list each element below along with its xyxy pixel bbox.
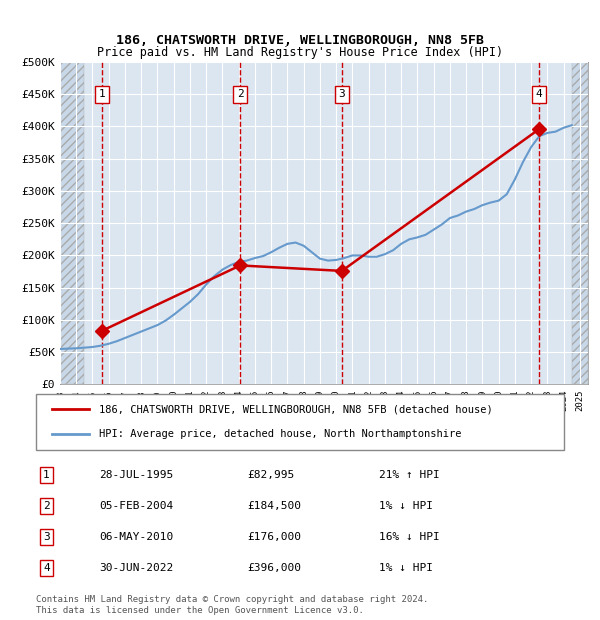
- Text: HPI: Average price, detached house, North Northamptonshire: HPI: Average price, detached house, Nort…: [100, 429, 462, 439]
- Text: £396,000: £396,000: [247, 563, 301, 573]
- Text: £176,000: £176,000: [247, 532, 301, 542]
- FancyBboxPatch shape: [36, 394, 564, 450]
- Text: £82,995: £82,995: [247, 470, 295, 480]
- Text: 3: 3: [338, 89, 345, 99]
- Text: 4: 4: [43, 563, 50, 573]
- Text: 21% ↑ HPI: 21% ↑ HPI: [379, 470, 440, 480]
- Text: 1: 1: [43, 470, 50, 480]
- Text: 186, CHATSWORTH DRIVE, WELLINGBOROUGH, NN8 5FB (detached house): 186, CHATSWORTH DRIVE, WELLINGBOROUGH, N…: [100, 404, 493, 414]
- Text: 16% ↓ HPI: 16% ↓ HPI: [379, 532, 440, 542]
- Text: 1: 1: [98, 89, 105, 99]
- Text: 2: 2: [43, 501, 50, 511]
- Text: 1% ↓ HPI: 1% ↓ HPI: [379, 563, 433, 573]
- Text: 186, CHATSWORTH DRIVE, WELLINGBOROUGH, NN8 5FB: 186, CHATSWORTH DRIVE, WELLINGBOROUGH, N…: [116, 34, 484, 46]
- Text: 06-MAY-2010: 06-MAY-2010: [100, 532, 173, 542]
- Text: £184,500: £184,500: [247, 501, 301, 511]
- Text: 30-JUN-2022: 30-JUN-2022: [100, 563, 173, 573]
- Text: 05-FEB-2004: 05-FEB-2004: [100, 501, 173, 511]
- Text: Contains HM Land Registry data © Crown copyright and database right 2024.
This d: Contains HM Land Registry data © Crown c…: [36, 595, 428, 614]
- Text: 1% ↓ HPI: 1% ↓ HPI: [379, 501, 433, 511]
- Text: Price paid vs. HM Land Registry's House Price Index (HPI): Price paid vs. HM Land Registry's House …: [97, 46, 503, 59]
- Text: 28-JUL-1995: 28-JUL-1995: [100, 470, 173, 480]
- Text: 3: 3: [43, 532, 50, 542]
- Text: 4: 4: [536, 89, 542, 99]
- Text: 2: 2: [237, 89, 244, 99]
